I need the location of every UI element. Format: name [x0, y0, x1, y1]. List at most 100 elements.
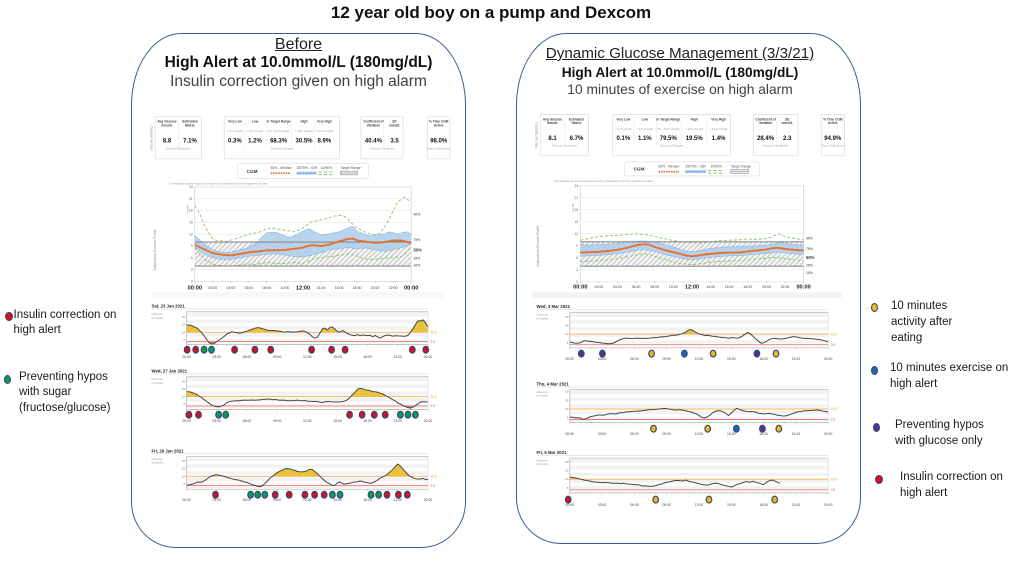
- svg-text:Glucose Exposure: Glucose Exposure: [166, 146, 192, 150]
- svg-text:15:00: 15:00: [333, 355, 342, 359]
- svg-text:18:00: 18:00: [363, 498, 372, 502]
- svg-text:Glucose: Glucose: [537, 313, 548, 317]
- svg-text:10: 10: [182, 330, 186, 334]
- svg-text:15:00: 15:00: [333, 419, 342, 423]
- svg-text:15: 15: [189, 221, 193, 225]
- svg-text:3.9: 3.9: [431, 404, 436, 408]
- svg-text:50%: 50%: [414, 247, 423, 252]
- svg-text:Target Range: Target Range: [731, 164, 751, 168]
- svg-text:00:00: 00:00: [404, 286, 418, 292]
- svg-text:20:00: 20:00: [762, 285, 771, 289]
- svg-text:02:00: 02:00: [595, 285, 604, 289]
- svg-text:5: 5: [567, 416, 569, 420]
- svg-text:50%: 50%: [806, 255, 815, 260]
- svg-text:Avg Glucose: Avg Glucose: [543, 117, 563, 121]
- svg-text:18:00: 18:00: [353, 286, 362, 290]
- svg-text:10: 10: [565, 332, 569, 336]
- svg-text:03:00: 03:00: [213, 355, 222, 359]
- svg-text:06:00: 06:00: [243, 355, 252, 359]
- svg-text:00:00: 00:00: [566, 357, 575, 361]
- svg-text:16:00: 16:00: [335, 286, 344, 290]
- svg-text:06:00: 06:00: [630, 503, 639, 507]
- svg-text:09:00: 09:00: [273, 355, 282, 359]
- svg-text:5: 5: [184, 402, 186, 406]
- svg-text:20:00: 20:00: [371, 286, 380, 290]
- svg-text:06:00: 06:00: [630, 432, 639, 436]
- svg-text:Curves/plots represent glucose: Curves/plots represent glucose frequency…: [554, 179, 654, 183]
- svg-text:Glucose: Glucose: [537, 390, 548, 394]
- svg-text:06:00: 06:00: [245, 286, 254, 290]
- svg-text:21:00: 21:00: [394, 419, 403, 423]
- svg-text:12:00: 12:00: [685, 285, 699, 291]
- svg-text:00:00: 00:00: [824, 503, 833, 507]
- svg-text:3: 3: [576, 268, 578, 272]
- svg-text:09:00: 09:00: [662, 432, 671, 436]
- svg-text:18: 18: [189, 209, 193, 213]
- svg-text:3.5: 3.5: [390, 139, 399, 145]
- svg-text:18:00: 18:00: [759, 503, 768, 507]
- svg-text:10: 10: [565, 407, 569, 411]
- svg-text:mmol/L: mmol/L: [571, 203, 575, 213]
- svg-text:12:00: 12:00: [695, 357, 704, 361]
- svg-text:7.1%: 7.1%: [183, 139, 197, 145]
- svg-text:12: 12: [575, 232, 579, 236]
- svg-text:10.0: 10.0: [831, 477, 837, 481]
- svg-text:Estimated: Estimated: [569, 117, 584, 121]
- svg-text:21:00: 21:00: [394, 498, 403, 502]
- svg-text:Ambulatory Glucose Profile: Ambulatory Glucose Profile: [536, 225, 540, 266]
- svg-text:mmol/L: mmol/L: [389, 124, 400, 128]
- svg-text:0.3%: 0.3%: [228, 139, 242, 145]
- svg-text:Very High: Very High: [317, 120, 332, 124]
- svg-text:18:00: 18:00: [743, 285, 752, 289]
- svg-text:9: 9: [576, 244, 578, 248]
- svg-text:Sat, 23 Jan 2021: Sat, 23 Jan 2021: [152, 304, 186, 309]
- svg-text:CGM: CGM: [634, 167, 645, 172]
- svg-text:Very High: Very High: [711, 117, 726, 121]
- svg-text:10%: 10%: [806, 271, 813, 275]
- svg-text:(mmol/L): (mmol/L): [152, 316, 164, 320]
- svg-text:Fri, 29 Jan 2021: Fri, 29 Jan 2021: [152, 448, 185, 453]
- svg-text:10/90%: 10/90%: [321, 166, 333, 170]
- svg-text:21:00: 21:00: [792, 357, 801, 361]
- svg-text:10: 10: [182, 474, 186, 478]
- svg-text:10: 10: [565, 477, 569, 481]
- svg-text:1.4%: 1.4%: [712, 136, 726, 142]
- svg-text:2.3: 2.3: [783, 136, 792, 142]
- svg-text:14:00: 14:00: [706, 285, 715, 289]
- svg-text:8.9%: 8.9%: [318, 139, 332, 145]
- svg-text:Glucose Ranges: Glucose Ranges: [660, 143, 683, 147]
- svg-text:03:00: 03:00: [213, 498, 222, 502]
- svg-text:Thu, 4 Mar 2021: Thu, 4 Mar 2021: [537, 382, 570, 387]
- svg-text:00:00: 00:00: [182, 498, 191, 502]
- svg-text:0: 0: [191, 280, 193, 284]
- svg-text:20: 20: [182, 459, 186, 463]
- svg-text:25/75% - IQR: 25/75% - IQR: [685, 164, 706, 168]
- svg-text:HbA1c: HbA1c: [571, 121, 581, 125]
- svg-text:High: High: [691, 117, 698, 121]
- svg-text:5: 5: [567, 341, 569, 345]
- svg-text:20: 20: [565, 315, 569, 319]
- svg-text:% Time CGM: % Time CGM: [823, 117, 843, 121]
- svg-text:> 13.9 mmol/L: > 13.9 mmol/L: [315, 129, 334, 133]
- svg-text:22:00: 22:00: [389, 286, 398, 290]
- svg-text:00:00: 00:00: [566, 503, 575, 507]
- svg-text:5: 5: [567, 486, 569, 490]
- svg-text:12:00: 12:00: [296, 286, 310, 292]
- svg-text:< 3.9 mmol/L: < 3.9 mmol/L: [636, 127, 653, 131]
- svg-text:Very Low: Very Low: [228, 120, 243, 124]
- svg-text:98.0%: 98.0%: [430, 139, 448, 145]
- svg-text:Active: Active: [434, 124, 444, 128]
- svg-text:20: 20: [565, 460, 569, 464]
- svg-text:21:00: 21:00: [394, 355, 403, 359]
- svg-text:03:00: 03:00: [213, 419, 222, 423]
- svg-text:30.5%: 30.5%: [295, 139, 313, 145]
- svg-text:0.1%: 0.1%: [617, 136, 631, 142]
- svg-text:40.4%: 40.4%: [365, 139, 383, 145]
- svg-text:02:00: 02:00: [208, 286, 217, 290]
- svg-text:94.9%: 94.9%: [824, 136, 842, 142]
- svg-text:75%: 75%: [806, 247, 813, 251]
- svg-text:06:00: 06:00: [243, 498, 252, 502]
- svg-text:Glucose Variability: Glucose Variability: [763, 143, 789, 147]
- svg-text:0: 0: [576, 280, 578, 284]
- svg-text:Variation: Variation: [367, 124, 381, 128]
